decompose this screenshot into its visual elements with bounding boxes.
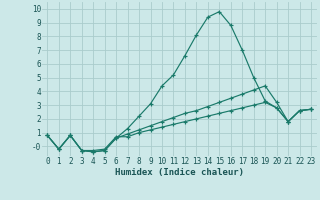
X-axis label: Humidex (Indice chaleur): Humidex (Indice chaleur) [115,168,244,177]
